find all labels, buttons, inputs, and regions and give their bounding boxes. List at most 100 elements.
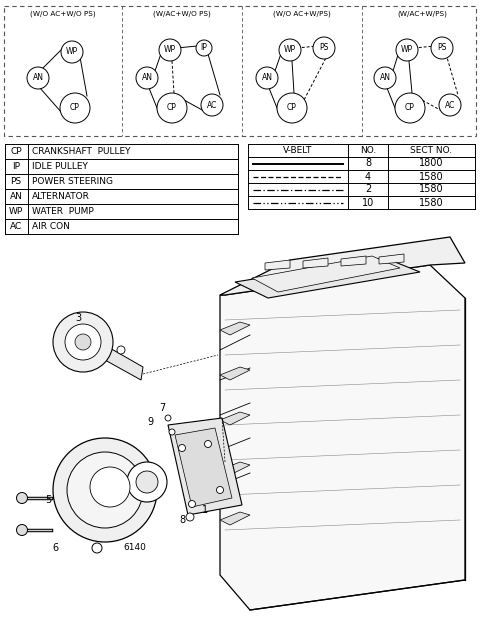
Circle shape [157, 93, 187, 123]
Text: (W/O AC+W/PS): (W/O AC+W/PS) [273, 11, 331, 17]
Text: 6: 6 [52, 543, 58, 553]
Text: V-BELT: V-BELT [283, 146, 312, 155]
Text: 1580: 1580 [419, 172, 444, 182]
Text: WP: WP [164, 45, 176, 54]
Text: CP: CP [167, 104, 177, 113]
Circle shape [216, 486, 224, 493]
Text: WP: WP [9, 207, 23, 216]
Polygon shape [220, 322, 250, 335]
Text: CP: CP [405, 104, 415, 113]
Circle shape [204, 440, 212, 447]
Text: 1: 1 [202, 505, 208, 515]
Polygon shape [175, 428, 232, 507]
Text: IP: IP [201, 44, 207, 52]
Circle shape [396, 39, 418, 61]
Circle shape [117, 346, 125, 354]
Text: CP: CP [10, 147, 22, 156]
Text: WP: WP [284, 45, 296, 54]
Circle shape [90, 467, 130, 507]
Text: (W/AC+W/O PS): (W/AC+W/O PS) [153, 11, 211, 17]
Text: CP: CP [287, 104, 297, 113]
Polygon shape [105, 347, 143, 380]
Circle shape [16, 493, 27, 504]
Text: AN: AN [380, 74, 391, 83]
Circle shape [159, 39, 181, 61]
Text: IP: IP [12, 162, 20, 171]
Text: AC: AC [10, 222, 22, 231]
Text: PS: PS [437, 44, 447, 52]
Circle shape [165, 415, 171, 421]
Polygon shape [220, 512, 250, 525]
Text: 8: 8 [365, 159, 371, 168]
Text: (W/AC+W/PS): (W/AC+W/PS) [397, 11, 447, 17]
Text: WP: WP [401, 45, 413, 54]
Circle shape [67, 452, 143, 528]
Polygon shape [379, 254, 404, 264]
Polygon shape [265, 260, 290, 270]
Text: AN: AN [262, 74, 273, 83]
Circle shape [136, 471, 158, 493]
Circle shape [279, 39, 301, 61]
Text: AN: AN [142, 74, 153, 83]
Polygon shape [168, 418, 242, 515]
Circle shape [374, 67, 396, 89]
Circle shape [431, 37, 453, 59]
Circle shape [277, 93, 307, 123]
Polygon shape [252, 256, 400, 292]
Circle shape [27, 67, 49, 89]
Text: AC: AC [207, 100, 217, 109]
Circle shape [439, 94, 461, 116]
Circle shape [16, 525, 27, 536]
Circle shape [201, 94, 223, 116]
Text: 1580: 1580 [419, 198, 444, 207]
Text: 6140: 6140 [123, 543, 146, 552]
Circle shape [256, 67, 278, 89]
Circle shape [61, 41, 83, 63]
Text: CP: CP [70, 104, 80, 113]
Polygon shape [220, 265, 465, 610]
Text: AIR CON: AIR CON [32, 222, 70, 231]
Circle shape [65, 324, 101, 360]
Text: WP: WP [66, 47, 78, 56]
Circle shape [75, 334, 91, 350]
Circle shape [136, 67, 158, 89]
Polygon shape [303, 258, 328, 268]
Text: PS: PS [11, 177, 22, 186]
Circle shape [179, 445, 185, 451]
Circle shape [53, 438, 157, 542]
Polygon shape [235, 258, 420, 298]
Polygon shape [341, 256, 366, 266]
Polygon shape [220, 367, 250, 380]
Text: AC: AC [445, 100, 455, 109]
Text: 1580: 1580 [419, 184, 444, 195]
Polygon shape [220, 237, 465, 295]
Circle shape [127, 462, 167, 502]
Text: 8: 8 [179, 515, 185, 525]
Text: 9: 9 [147, 417, 153, 427]
Text: CRANKSHAFT  PULLEY: CRANKSHAFT PULLEY [32, 147, 131, 156]
Text: IDLE PULLEY: IDLE PULLEY [32, 162, 88, 171]
Polygon shape [220, 462, 250, 475]
Circle shape [186, 513, 194, 521]
Circle shape [53, 312, 113, 372]
Text: NO.: NO. [360, 146, 376, 155]
Circle shape [60, 93, 90, 123]
Text: POWER STEERING: POWER STEERING [32, 177, 113, 186]
Text: ALTERNATOR: ALTERNATOR [32, 192, 90, 201]
Text: PS: PS [319, 44, 329, 52]
Circle shape [189, 500, 195, 508]
Text: 7: 7 [159, 403, 165, 413]
Text: 4: 4 [365, 172, 371, 182]
Circle shape [313, 37, 335, 59]
Text: (W/O AC+W/O PS): (W/O AC+W/O PS) [30, 11, 96, 17]
Circle shape [196, 40, 212, 56]
Text: 2: 2 [365, 184, 371, 195]
Text: AN: AN [33, 74, 44, 83]
Circle shape [169, 429, 175, 435]
Text: 5: 5 [45, 495, 51, 505]
Text: WATER  PUMP: WATER PUMP [32, 207, 94, 216]
Polygon shape [220, 412, 250, 425]
Text: SECT NO.: SECT NO. [410, 146, 453, 155]
Text: 10: 10 [362, 198, 374, 207]
Text: 3: 3 [75, 313, 81, 323]
